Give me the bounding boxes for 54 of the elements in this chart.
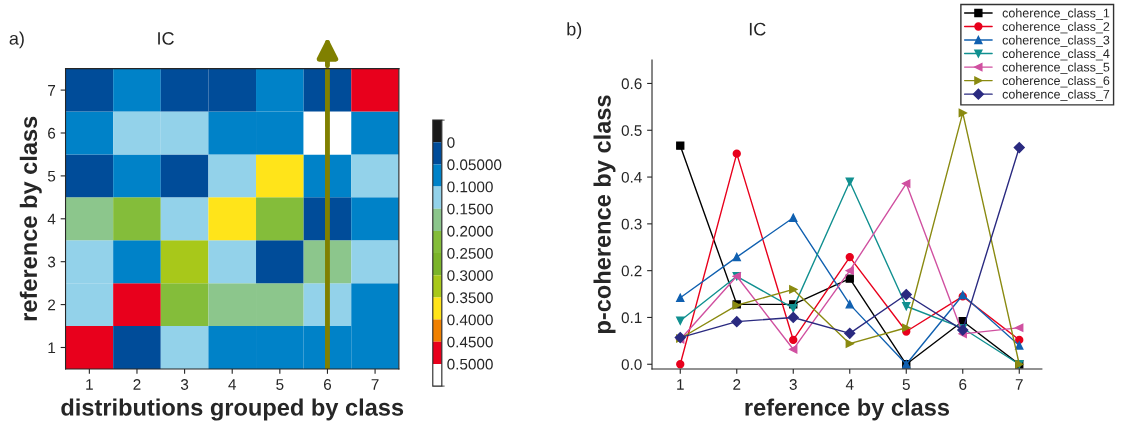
x-tick-label: 4 [845, 379, 854, 390]
legend-label: coherence_class_3 [1002, 35, 1110, 47]
y-tick-label: 0.1 [621, 312, 642, 324]
y-tick-label: 0.3 [621, 218, 642, 230]
x-tick-label: 3 [789, 379, 797, 390]
x-tick-label: 7 [1015, 379, 1023, 390]
legend-label: coherence_class_6 [1002, 75, 1110, 88]
color-bar-label: 0.5000 [447, 358, 493, 370]
chart-title: IC [749, 22, 766, 36]
y-tick-label: 0.6 [621, 78, 642, 90]
legend-label: coherence_class_7 [1002, 89, 1110, 101]
x-tick-label: 1 [677, 379, 684, 390]
text: a) [9, 31, 24, 49]
x-tick-label: 1 [86, 379, 93, 390]
y-tick-label: 5 [47, 170, 56, 182]
y-tick-label: 0.0 [621, 359, 642, 370]
legend-label: coherence_class_5 [1002, 62, 1110, 74]
color-bar-label: 0.05000 [447, 159, 502, 171]
y-tick-label: 0.4 [621, 171, 642, 183]
legend-label: coherence_class_4 [1002, 48, 1110, 61]
x-tick-label: 2 [733, 379, 741, 390]
color-bar-label: 0.1000 [447, 181, 493, 193]
y-tick-label: 2 [48, 299, 56, 311]
x-axis-title: reference by class [745, 398, 950, 421]
y-tick-label: 7 [48, 85, 56, 96]
color-bar-label: 0.3500 [447, 292, 493, 304]
y-tick-label: 6 [48, 127, 56, 139]
color-bar-label: 0.4000 [447, 314, 493, 326]
y-tick-label: 0.5 [621, 125, 642, 136]
y-tick-label: 1 [48, 342, 56, 354]
legend-label: coherence_class_2 [1002, 21, 1110, 34]
x-tick-label: 6 [323, 379, 332, 390]
color-bar-label: 0.2500 [447, 247, 493, 259]
x-tick-label: 6 [959, 379, 967, 390]
x-tick-label: 7 [371, 379, 379, 390]
x-axis-title: distributions grouped by class [61, 398, 404, 421]
color-bar-label: 0 [447, 137, 455, 148]
legend-label: coherence_class_1 [1002, 8, 1110, 20]
y-tick-label: 4 [47, 213, 56, 225]
x-tick-label: 5 [902, 379, 910, 390]
color-bar-label: 0.1500 [447, 203, 493, 215]
y-axis-title: reference by class [19, 116, 42, 321]
text: b) [567, 22, 582, 40]
y-tick-label: 3 [47, 256, 56, 268]
x-tick-label: 2 [133, 379, 141, 390]
x-tick-label: 3 [180, 379, 189, 390]
chart-title: IC [158, 32, 174, 45]
color-bar-label: 0.4500 [447, 336, 493, 348]
x-tick-label: 4 [228, 379, 237, 390]
y-axis-title: p-coherence by class [593, 95, 616, 334]
y-tick-label: 0.2 [621, 265, 642, 277]
color-bar-label: 0.3000 [447, 270, 493, 281]
color-bar-label: 0.2000 [447, 225, 493, 237]
x-tick-label: 5 [276, 379, 284, 390]
